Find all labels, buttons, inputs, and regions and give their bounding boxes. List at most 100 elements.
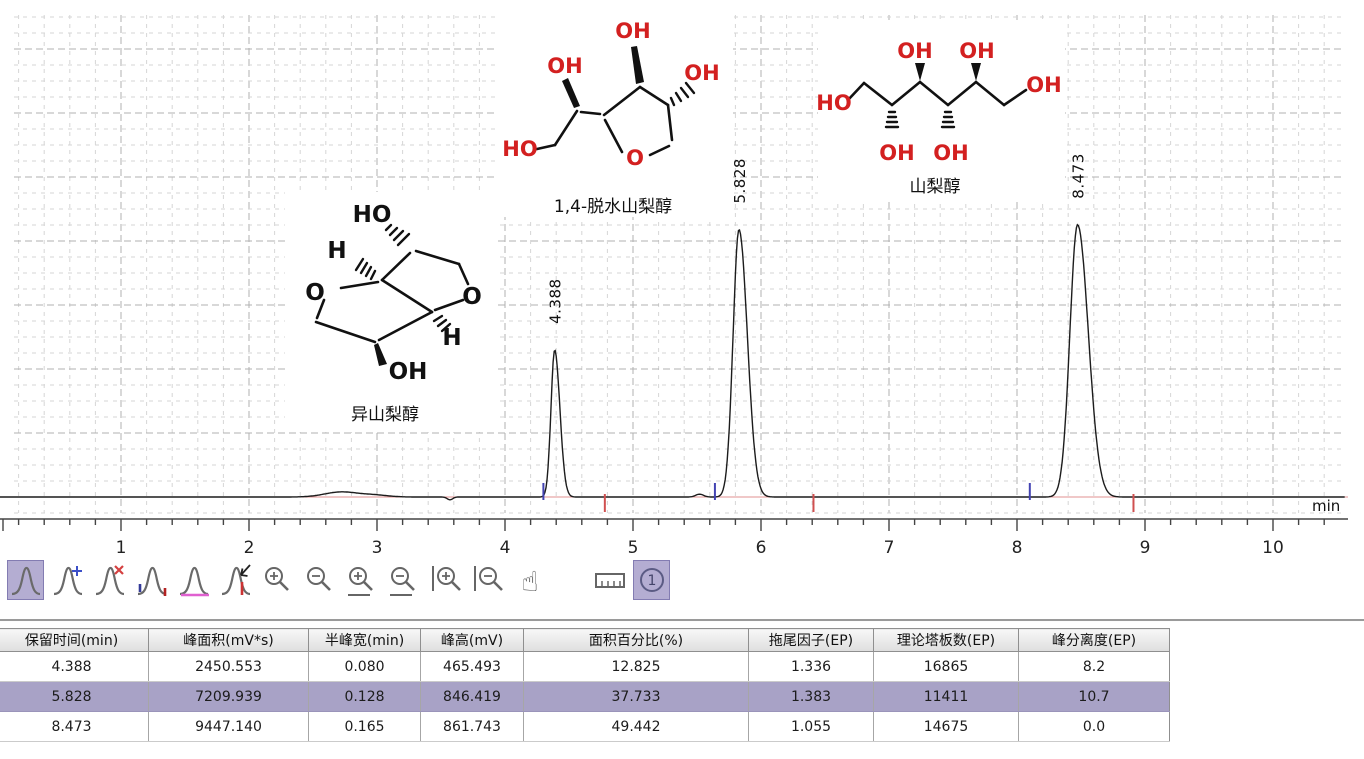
column-header: 峰面积(mV*s) (148, 628, 309, 652)
peak-plus-icon (53, 565, 82, 595)
peak-cell[interactable]: 0.080 (308, 651, 421, 682)
sorbitol-bonds (846, 63, 1028, 129)
peak-cell[interactable]: 10.7 (1018, 681, 1170, 712)
drop-peak-tool[interactable] (218, 561, 253, 599)
axis-tick-label: 5 (628, 538, 639, 558)
bold-wedge (631, 46, 644, 84)
column-header: 峰分离度(EP) (1018, 628, 1170, 652)
chromatogram-toolbar: ☝ 1 (7, 560, 676, 600)
axis-tick-label: 3 (372, 538, 383, 558)
isosorbide-bonds (314, 223, 470, 366)
peak-cell[interactable]: 846.419 (420, 681, 524, 712)
bold-wedge (374, 343, 387, 366)
peak-rt-label: 5.828 (731, 158, 749, 203)
axis-tick-label: 4 (500, 538, 511, 558)
peak-cell[interactable]: 49.442 (523, 711, 749, 742)
zoom-in-tool[interactable] (260, 561, 295, 599)
hash-wedge (432, 314, 452, 333)
peak-cell[interactable]: 0.0 (1018, 711, 1170, 742)
atom-label: OH (389, 359, 428, 385)
peak-cell[interactable]: 465.493 (420, 651, 524, 682)
peak-cell[interactable]: 7209.939 (148, 681, 309, 712)
peak-cell[interactable]: 8.473 (0, 711, 149, 742)
hash-wedge (940, 110, 956, 129)
zoom-in-v-icon (431, 565, 461, 591)
axis-tick-label: 1 (116, 538, 127, 558)
baseline-tool[interactable] (176, 561, 211, 599)
atom-label: HO (353, 202, 392, 228)
structure-background (285, 192, 497, 432)
axis-tick-label: 7 (884, 538, 895, 558)
atom-label: OH (933, 141, 968, 165)
atom-label: OH (547, 54, 582, 78)
one-icon: 1 (639, 567, 664, 592)
axis-tick-label: 6 (756, 538, 767, 558)
x-axis-unit-label: min (1312, 497, 1340, 515)
atom-label: HO (818, 91, 852, 115)
atom-label: H (442, 325, 461, 351)
atom-label: OH (684, 61, 719, 85)
view-1-tool[interactable]: 1 (633, 560, 670, 600)
zoom-out-vertical-tool[interactable] (470, 561, 505, 599)
add-peak-tool[interactable] (50, 561, 85, 599)
ruler-tool[interactable] (592, 561, 627, 599)
peak-cell[interactable]: 12.825 (523, 651, 749, 682)
peak-cell[interactable]: 14675 (873, 711, 1019, 742)
peak-cell[interactable]: 11411 (873, 681, 1019, 712)
peak-cell[interactable]: 1.336 (748, 651, 874, 682)
peak-cell[interactable]: 8.2 (1018, 651, 1170, 682)
peak-cell[interactable]: 861.743 (420, 711, 524, 742)
structure-name: 异山梨醇 (351, 405, 419, 425)
panel-separator (0, 619, 1364, 622)
bold-wedge (971, 63, 981, 81)
atom-label: OH (615, 19, 650, 43)
peak-rt-label: 8.473 (1070, 153, 1088, 198)
peak-cell[interactable]: 5.828 (0, 681, 149, 712)
atom-label: O (626, 146, 644, 170)
peak-results-panel: 保留时间(min) 峰面积(mV*s) 半峰宽(min) 峰高(mV) 面积百分比(%)… (0, 628, 1170, 742)
peak-baseline-icon (179, 566, 209, 596)
zoom-out-v-icon (473, 565, 503, 591)
peak-cell[interactable]: 9447.140 (148, 711, 309, 742)
peak-start-stop-tool[interactable] (134, 561, 169, 599)
peak-cell[interactable]: 37.733 (523, 681, 749, 712)
bold-wedge (562, 78, 580, 108)
atom-label: OH (879, 141, 914, 165)
peak-cell[interactable]: 16865 (873, 651, 1019, 682)
peak-cell[interactable]: 2450.553 (148, 651, 309, 682)
peak-cell[interactable]: 1.055 (748, 711, 874, 742)
hash-wedge (354, 257, 377, 281)
column-header: 峰高(mV) (420, 628, 524, 652)
atom-label: O (462, 284, 482, 310)
svg-text:☝: ☝ (521, 565, 538, 598)
ruler-icon (594, 572, 625, 588)
peak-row[interactable]: 4.388 2450.553 0.080 465.493 12.825 1.336 1686… (0, 651, 1170, 682)
atom-label: OH (959, 39, 994, 63)
pan-hand-tool[interactable]: ☝ (512, 561, 547, 599)
zoom-out-horizontal-tool[interactable] (386, 561, 421, 599)
time-axis-ruler: 1 2 3 4 5 6 7 8 9 10 (0, 518, 1348, 558)
column-header: 拖尾因子(EP) (748, 628, 874, 652)
zoom-in-horizontal-tool[interactable] (344, 561, 379, 599)
anhydrosorbitol-structure: OH OH OH HO O 1,4-脱水山梨醇 (495, 12, 733, 217)
peak-cell[interactable]: 0.128 (308, 681, 421, 712)
zoom-out-tool[interactable] (302, 561, 337, 599)
peak-cell[interactable]: 4.388 (0, 651, 149, 682)
axis-tick-label: 10 (1262, 538, 1284, 558)
results-table: 保留时间(min) 峰面积(mV*s) 半峰宽(min) 峰高(mV) 面积百分比(%)… (0, 628, 1170, 742)
zoom-in-vertical-tool[interactable] (428, 561, 463, 599)
peak-row[interactable]: 5.828 7209.939 0.128 846.419 37.733 1.383 1141… (0, 681, 1170, 712)
current-peak-tool[interactable] (7, 560, 44, 600)
structure-background (818, 20, 1065, 200)
peak-rt-label: 4.388 (547, 278, 565, 323)
peak-row[interactable]: 8.473 9447.140 0.165 861.743 49.442 1.055 1467… (0, 711, 1170, 742)
delete-peak-tool[interactable] (92, 561, 127, 599)
structure-background (495, 12, 733, 217)
hash-wedge (384, 223, 411, 247)
results-header-row: 保留时间(min) 峰面积(mV*s) 半峰宽(min) 峰高(mV) 面积百分比(%)… (0, 628, 1170, 652)
svg-text:1: 1 (647, 573, 656, 589)
peak-cell[interactable]: 0.165 (308, 711, 421, 742)
structure-name: 山梨醇 (910, 177, 961, 197)
peak-cell[interactable]: 1.383 (748, 681, 874, 712)
peak-x-icon (95, 564, 124, 595)
